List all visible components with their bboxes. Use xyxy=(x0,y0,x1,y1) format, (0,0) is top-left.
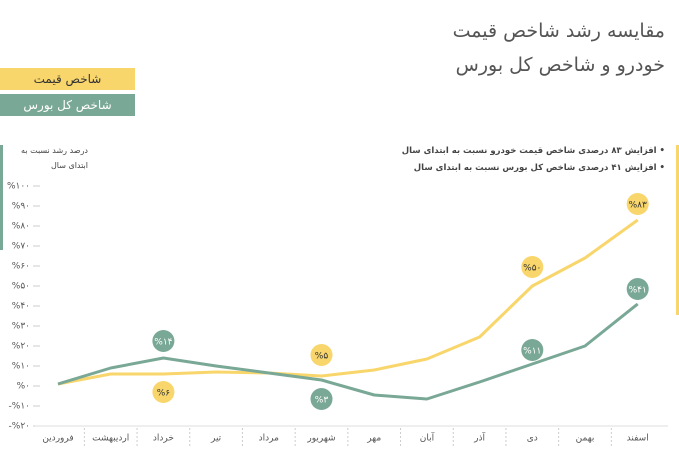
label-badge xyxy=(521,256,544,278)
data-label: %۳ xyxy=(315,396,329,406)
y-tick-label: %۸۰ xyxy=(12,222,30,232)
x-tick-label: آذر xyxy=(473,432,485,444)
label-badge xyxy=(310,388,333,410)
x-tick-label: بهمن xyxy=(576,434,595,444)
annotation: افزایش ۴۱ درصدی شاخص کل بورس نسبت به ابت… xyxy=(335,160,665,177)
series-line xyxy=(57,302,639,401)
label-badge xyxy=(626,193,649,215)
y-tick-label: %۷۰ xyxy=(12,242,30,252)
data-label: %۱۱ xyxy=(523,347,541,357)
x-tick-label: اردیبهشت xyxy=(92,434,129,444)
legend-entry: شاخص قیمت xyxy=(0,68,135,90)
y-tick-label: %۹۰ xyxy=(12,202,30,212)
x-tick-label: تیر xyxy=(210,434,222,444)
x-tick-label: شهریور xyxy=(306,434,335,444)
y-tick-label: -%۱۰ xyxy=(9,402,30,412)
title: مقایسه رشد شاخص قیمت خودرو و شاخص کل بور… xyxy=(365,14,665,82)
y-tick-label: %۶۰ xyxy=(12,262,30,272)
y-tick-label: %۰ xyxy=(17,382,30,392)
y-tick-label: %۱۰ xyxy=(12,362,30,372)
x-tick-label: دی xyxy=(527,434,538,444)
data-label: %۵۰ xyxy=(523,264,541,274)
y-tick-label: %۴۰ xyxy=(12,302,30,312)
label-badge xyxy=(521,339,544,361)
x-tick-label: مهر xyxy=(366,434,381,444)
x-tick-label: مرداد xyxy=(259,434,279,444)
annotations: افزایش ۸۳ درصدی شاخص قیمت خودرو نسبت به … xyxy=(335,143,665,177)
title-line: مقایسه رشد شاخص قیمت xyxy=(452,20,665,42)
x-tick-label: خرداد xyxy=(153,434,174,444)
series-line xyxy=(57,218,639,386)
label-badge xyxy=(310,344,333,366)
data-label: %۸۳ xyxy=(629,201,647,211)
title-line: خودرو و شاخص کل بورس xyxy=(455,54,665,76)
accent-bar xyxy=(676,145,679,315)
y-tick-label: %۳۰ xyxy=(12,322,30,332)
label-badge xyxy=(626,278,649,300)
data-label: %۴۱ xyxy=(629,286,647,296)
y-tick-label: %۲۰ xyxy=(12,342,30,352)
label-badge xyxy=(152,330,175,352)
y-tick-label: -%۲۰ xyxy=(9,422,30,432)
x-tick-label: فروردین xyxy=(42,434,73,444)
legend-entry: شاخص کل بورس xyxy=(0,94,135,116)
label-badge xyxy=(152,381,175,403)
data-label: %۵ xyxy=(315,352,329,362)
annotation: افزایش ۸۳ درصدی شاخص قیمت خودرو نسبت به … xyxy=(335,143,665,160)
y-tick-label: %۵۰ xyxy=(12,282,30,292)
accent-bar xyxy=(0,145,3,250)
x-tick-label: اسفند xyxy=(627,434,649,444)
y-axis-label: درصد رشد نسبت به ابتدای سال xyxy=(21,146,88,170)
data-label: %۶ xyxy=(157,389,171,399)
data-label: %۱۴ xyxy=(154,338,172,348)
x-tick-label: آبان xyxy=(420,432,435,444)
y-tick-label: %۱۰۰ xyxy=(7,182,30,192)
